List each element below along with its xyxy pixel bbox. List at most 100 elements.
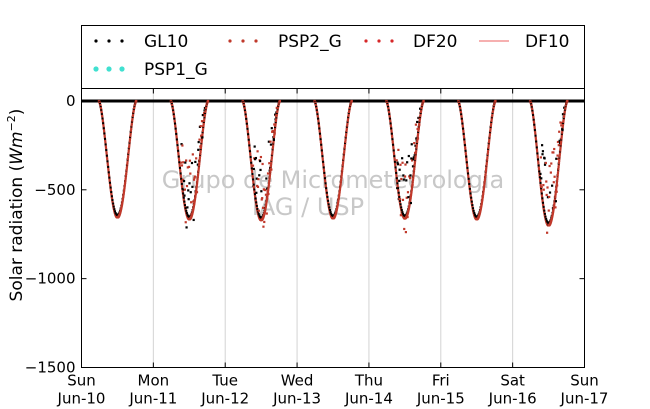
- data-point: [201, 133, 204, 136]
- data-point: [399, 214, 402, 217]
- data-point: [462, 132, 465, 135]
- data-point: [486, 156, 489, 159]
- data-point: [248, 145, 251, 148]
- data-point: [178, 166, 181, 169]
- data-point: [124, 178, 127, 181]
- data-point: [467, 177, 470, 180]
- data-point: [537, 167, 541, 171]
- data-point: [194, 197, 197, 200]
- data-point: [250, 167, 253, 170]
- data-point: [267, 140, 270, 143]
- data-point: [336, 205, 339, 208]
- data-point: [340, 177, 343, 180]
- legend-marker: [107, 39, 111, 43]
- data-point: [405, 179, 408, 182]
- data-point: [388, 116, 391, 119]
- data-point: [197, 140, 200, 144]
- data-point: [107, 167, 110, 170]
- data-point: [463, 137, 466, 140]
- data-point: [126, 155, 130, 159]
- data-point: [558, 155, 561, 158]
- data-point: [123, 188, 126, 191]
- data-point: [414, 144, 417, 147]
- data-point: [245, 117, 248, 120]
- legend-marker: [93, 66, 99, 72]
- data-point: [534, 133, 537, 136]
- data-point: [394, 163, 397, 167]
- data-point: [182, 161, 185, 164]
- data-point: [274, 123, 277, 126]
- data-point: [535, 140, 538, 143]
- data-point: [343, 144, 346, 147]
- data-point: [395, 177, 398, 180]
- data-point: [419, 113, 422, 116]
- data-point: [466, 168, 469, 171]
- data-point: [186, 166, 189, 169]
- data-point: [489, 128, 492, 131]
- data-point: [394, 167, 397, 170]
- data-point: [418, 118, 421, 121]
- data-point: [249, 159, 253, 162]
- data-point: [392, 143, 395, 146]
- data-point: [346, 122, 349, 126]
- data-point: [270, 162, 273, 166]
- data-point: [407, 196, 410, 199]
- data-point: [200, 144, 203, 148]
- data-point: [548, 191, 552, 194]
- data-point: [552, 181, 555, 184]
- data-point: [389, 122, 392, 125]
- data-point: [538, 176, 541, 179]
- data-point: [408, 203, 411, 206]
- data-point: [180, 179, 183, 182]
- data-point: [464, 150, 467, 154]
- data-point: [250, 168, 254, 172]
- data-point: [395, 159, 398, 162]
- data-point: [265, 197, 269, 201]
- data-point: [107, 174, 111, 177]
- data-point: [564, 106, 567, 109]
- data-point: [543, 163, 547, 166]
- data-point: [252, 181, 255, 184]
- data-point: [197, 164, 201, 167]
- data-point: [392, 149, 395, 152]
- data-point: [399, 203, 402, 206]
- data-point: [252, 178, 255, 181]
- data-point: [544, 161, 547, 165]
- data-point: [547, 209, 550, 212]
- data-point: [548, 195, 551, 199]
- data-point: [465, 162, 468, 165]
- data-point: [183, 200, 186, 203]
- data-point: [409, 199, 412, 202]
- data-point: [182, 196, 185, 199]
- data-point: [270, 168, 273, 171]
- data-point: [558, 157, 561, 160]
- data-point: [178, 164, 181, 167]
- data-point: [265, 202, 268, 205]
- data-point: [107, 165, 110, 168]
- data-point: [260, 190, 263, 193]
- data-point: [126, 161, 129, 164]
- data-point: [102, 129, 106, 132]
- data-point: [110, 191, 113, 194]
- data-point: [535, 143, 538, 146]
- data-point: [412, 173, 415, 176]
- data-point: [189, 191, 192, 194]
- data-point: [462, 129, 465, 133]
- legend-marker: [377, 39, 381, 43]
- data-point: [537, 161, 540, 164]
- data-point: [198, 162, 201, 165]
- data-point: [346, 124, 349, 127]
- data-point: [533, 123, 536, 126]
- data-point: [482, 191, 485, 194]
- data-point: [411, 185, 414, 188]
- data-point: [348, 107, 351, 110]
- data-point: [325, 187, 328, 190]
- data-point: [491, 110, 494, 114]
- data-point: [480, 205, 483, 208]
- data-point: [180, 177, 183, 180]
- legend-label: DF20: [413, 32, 458, 52]
- data-point: [419, 110, 423, 114]
- data-point: [396, 163, 400, 166]
- data-point: [420, 109, 423, 112]
- data-point: [246, 130, 249, 133]
